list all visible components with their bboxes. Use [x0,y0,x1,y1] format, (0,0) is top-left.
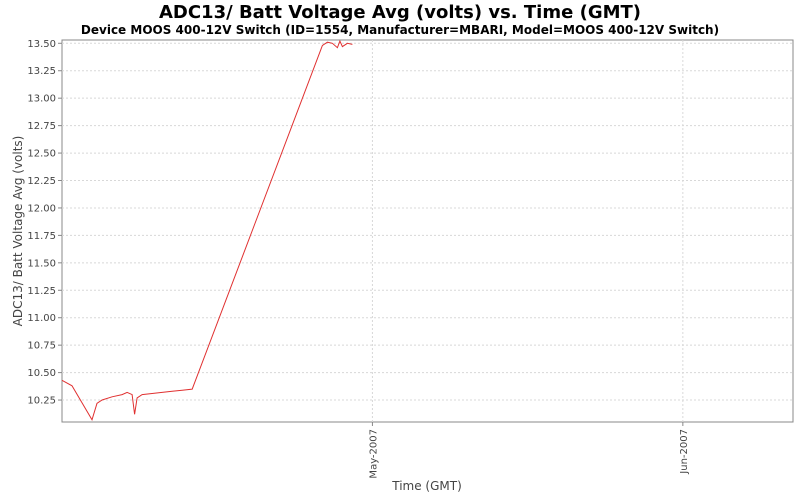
y-tick-label: 11.25 [27,286,56,297]
x-axis-label: Time (GMT) [391,479,462,493]
chart-subtitle: Device MOOS 400-12V Switch (ID=1554, Man… [80,23,720,37]
grid [62,40,793,422]
y-tick-label: 11.00 [27,313,56,324]
series-layer [61,39,353,422]
y-tick-label: 13.00 [27,94,56,105]
y-tick-label: 10.75 [27,341,56,352]
y-tick-label: 10.25 [27,396,56,407]
y-tick-label: 10.50 [27,368,56,379]
y-tick-label: 13.50 [27,39,56,50]
y-tick-label: 12.75 [27,121,56,132]
plot-area [61,39,794,423]
chart-title: ADC13/ Batt Voltage Avg (volts) vs. Time… [158,2,642,23]
y-tick-label: 12.00 [27,203,56,214]
series-line [61,39,353,422]
y-tick-label: 11.75 [27,231,56,242]
x-tick-label: May-2007 [368,429,379,479]
y-tick-label: 12.50 [27,149,56,160]
ticks: 10.25 10.50 10.75 11.00 11.25 11.50 11.75 12.00… [27,39,689,479]
y-axis-label: ADC13/ Batt Voltage Avg (volts) [11,136,25,327]
x-tick-label: Jun-2007 [679,429,690,475]
y-tick-label: 13.25 [27,66,56,77]
y-tick-label: 11.50 [27,258,56,269]
y-tick-label: 12.25 [27,176,56,187]
